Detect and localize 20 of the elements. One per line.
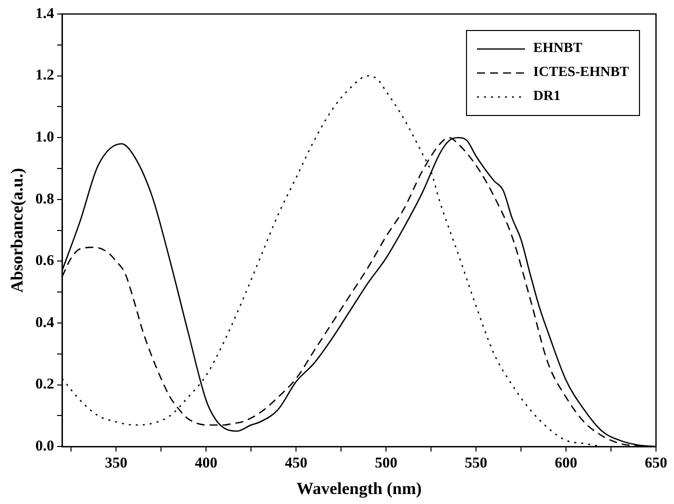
y-tick-label: 0.8 <box>35 191 54 208</box>
legend-label: DR1 <box>533 89 561 105</box>
x-tick-label: 350 <box>104 455 128 472</box>
y-tick-label: 0.0 <box>35 438 54 454</box>
x-tick-label: 450 <box>284 455 308 472</box>
x-tick-label: 500 <box>374 455 398 472</box>
x-tick-label: 400 <box>194 455 218 472</box>
y-tick-label: 1.0 <box>35 129 54 146</box>
y-tick-label: 0.6 <box>35 253 55 270</box>
legend-label: ICTES-EHNBT <box>533 65 629 81</box>
x-tick-label: 650 <box>644 455 668 472</box>
y-tick-label: 0.4 <box>35 314 55 331</box>
y-tick-label: 0.2 <box>35 376 54 393</box>
y-tick-label: 1.4 <box>35 6 55 22</box>
x-axis-title: Wavelength (nm) <box>296 479 422 498</box>
x-tick-label: 550 <box>464 455 488 472</box>
y-tick-label: 1.2 <box>35 68 54 84</box>
x-tick-label: 600 <box>554 455 578 472</box>
y-axis-title: Absorbance(a.u.) <box>8 168 27 293</box>
legend-label: EHNBT <box>533 41 582 57</box>
